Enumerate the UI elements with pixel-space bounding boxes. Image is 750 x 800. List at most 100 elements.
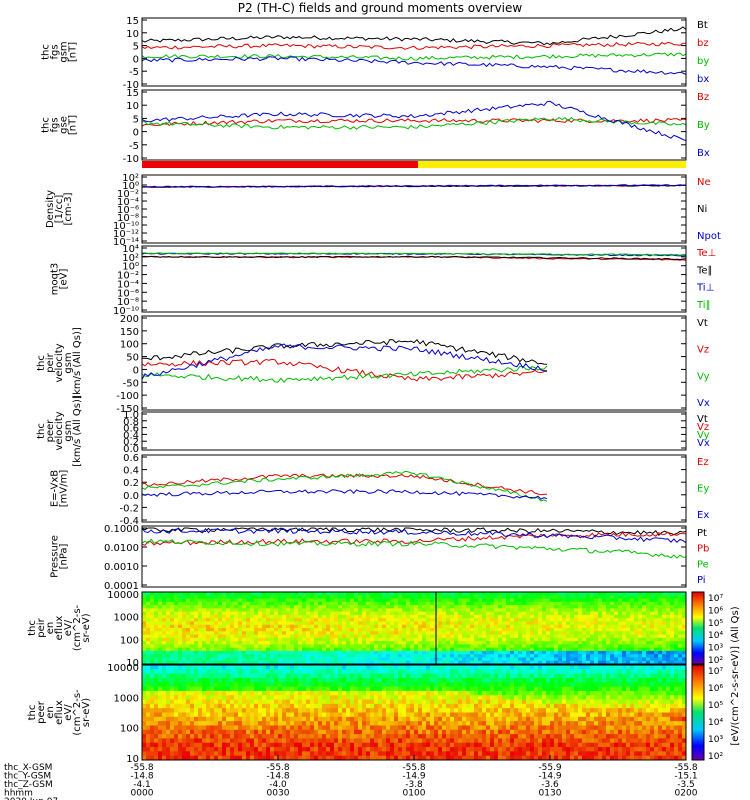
spectrogram-cell (262, 669, 267, 675)
spectrogram-cell (394, 657, 399, 662)
spectrogram-cell (154, 695, 159, 700)
spectrogram-cell (658, 595, 663, 599)
spectrogram-cell (314, 660, 319, 665)
spectrogram-cell (394, 592, 399, 596)
spectrogram-cell (430, 665, 435, 670)
spectrogram-cell (506, 634, 511, 639)
spectrogram-cell (406, 611, 411, 616)
spectrogram-cell (210, 618, 215, 622)
spectrogram-cell (378, 695, 383, 700)
spectrogram-cell (458, 592, 463, 596)
spectrogram-cell (226, 592, 231, 596)
spectrogram-cell (626, 608, 631, 613)
spectrogram-cell (438, 631, 443, 635)
spectrogram-cell (202, 624, 207, 629)
spectrogram-cell (378, 738, 383, 744)
spectrogram-cell (446, 712, 451, 718)
spectrogram-cell (538, 660, 543, 665)
spectrogram-cell (490, 601, 495, 606)
spectrogram-cell (370, 695, 375, 700)
spectrogram-cell (606, 647, 611, 652)
spectrogram-cell (242, 669, 247, 675)
spectrogram-cell (302, 703, 307, 709)
spectrogram-cell (634, 647, 639, 652)
spectrogram-cell (470, 654, 475, 658)
spectrogram-cell (582, 657, 587, 662)
spectrogram-cell (258, 657, 263, 662)
spectrogram-cell (398, 628, 403, 632)
spectrogram-cell (318, 669, 323, 675)
spectrogram-cell (254, 716, 259, 722)
spectrogram-cell (250, 677, 255, 683)
spectrogram-cell (442, 669, 447, 675)
spectrogram-cell (198, 660, 203, 665)
spectrogram-cell (318, 644, 323, 649)
spectrogram-cell (426, 628, 431, 632)
spectrogram-cell (182, 624, 187, 629)
spectrogram-cell (290, 614, 295, 619)
spectrogram-cell (658, 654, 663, 658)
spectrogram-cell (238, 611, 243, 616)
spectrogram-cell (242, 611, 247, 616)
spectrogram-cell (514, 657, 519, 662)
spectrogram-cell (226, 621, 231, 626)
spectrogram-cell (226, 708, 231, 713)
spectrogram-cell (254, 755, 259, 761)
spectrogram-cell (550, 654, 555, 658)
spectrogram-cell (410, 657, 415, 662)
spectrogram-cell (226, 618, 231, 622)
y-tick-label: 10000 (107, 663, 139, 674)
spectrogram-cell (514, 637, 519, 642)
spectrogram-cell (334, 660, 339, 665)
spectrogram-cell (498, 644, 503, 649)
spectrogram-cell (154, 605, 159, 609)
spectrogram-cell (454, 660, 459, 665)
y-tick-label: 10⁻¹⁴ (113, 237, 139, 248)
spectrogram-cell (462, 641, 467, 645)
spectrogram-cell (366, 669, 371, 675)
spectrogram-cell (254, 614, 259, 619)
spectrogram-cell (226, 628, 231, 632)
spectrogram-cell (238, 605, 243, 609)
spectrogram-cell (346, 650, 351, 655)
spectrogram-cell (470, 647, 475, 652)
spectrogram-cell (154, 703, 159, 709)
spectrogram-cell (350, 618, 355, 622)
spectrogram-cell (438, 621, 443, 626)
spectrogram-cell (142, 641, 147, 645)
spectrogram-cell (418, 647, 423, 652)
spectrogram-cell (146, 641, 151, 645)
spectrogram-cell (618, 634, 623, 639)
spectrogram-cell (230, 624, 235, 629)
spectrogram-cell (366, 738, 371, 744)
spectrogram-cell (298, 716, 303, 722)
spectrogram-cell (158, 614, 163, 619)
spectrogram-cell (382, 634, 387, 639)
spectrogram-cell (374, 699, 379, 705)
spectrogram-cell (634, 595, 639, 599)
spectrogram-cell (254, 729, 259, 735)
spectrogram-cell (550, 641, 555, 645)
spectrogram-cell (478, 592, 483, 596)
spectrogram-cell (222, 595, 227, 599)
spectrogram-cell (330, 628, 335, 632)
spectrogram-cell (194, 654, 199, 658)
spectrogram-cell (298, 682, 303, 687)
spectrogram-cell (142, 631, 147, 635)
spectrogram-cell (534, 595, 539, 599)
spectrogram-cell (370, 628, 375, 632)
spectrogram-cell (334, 592, 339, 596)
spectrogram-cell (554, 650, 559, 655)
spectrogram-cell (210, 605, 215, 609)
spectrogram-cell (194, 703, 199, 709)
spectrogram-cell (226, 690, 231, 696)
spectrogram-cell (214, 712, 219, 718)
y-tick-label: 0 (133, 365, 139, 376)
spectrogram-cell (342, 637, 347, 642)
spectrogram-cell (278, 657, 283, 662)
spectrogram-cell (626, 637, 631, 642)
spectrogram-cell (354, 712, 359, 718)
spectrogram-cell (590, 598, 595, 603)
spectrogram-cell (382, 650, 387, 655)
